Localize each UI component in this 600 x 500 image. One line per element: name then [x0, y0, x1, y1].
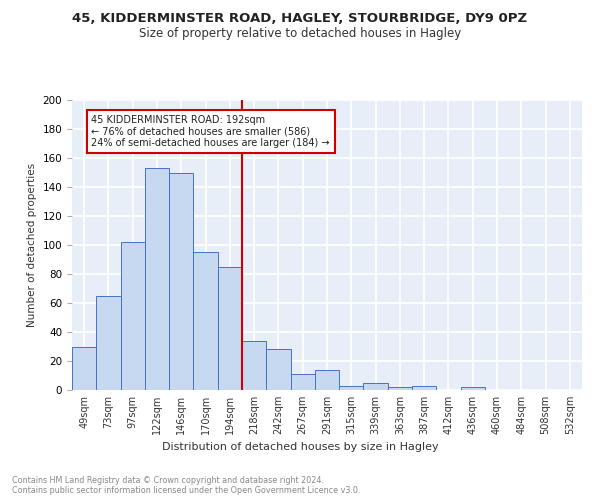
- Text: Contains HM Land Registry data © Crown copyright and database right 2024.
Contai: Contains HM Land Registry data © Crown c…: [12, 476, 361, 495]
- Bar: [242, 340, 266, 390]
- Bar: [72, 346, 96, 390]
- Bar: [315, 370, 339, 390]
- Bar: [266, 350, 290, 390]
- Text: 45 KIDDERMINSTER ROAD: 192sqm
← 76% of detached houses are smaller (586)
24% of : 45 KIDDERMINSTER ROAD: 192sqm ← 76% of d…: [91, 114, 330, 148]
- Bar: [364, 383, 388, 390]
- Bar: [388, 387, 412, 390]
- Y-axis label: Number of detached properties: Number of detached properties: [27, 163, 37, 327]
- Bar: [96, 296, 121, 390]
- Bar: [290, 374, 315, 390]
- Bar: [169, 172, 193, 390]
- Text: Distribution of detached houses by size in Hagley: Distribution of detached houses by size …: [161, 442, 439, 452]
- Bar: [145, 168, 169, 390]
- Bar: [339, 386, 364, 390]
- Bar: [412, 386, 436, 390]
- Bar: [121, 242, 145, 390]
- Bar: [193, 252, 218, 390]
- Bar: [461, 387, 485, 390]
- Bar: [218, 267, 242, 390]
- Text: Size of property relative to detached houses in Hagley: Size of property relative to detached ho…: [139, 28, 461, 40]
- Text: 45, KIDDERMINSTER ROAD, HAGLEY, STOURBRIDGE, DY9 0PZ: 45, KIDDERMINSTER ROAD, HAGLEY, STOURBRI…: [73, 12, 527, 26]
